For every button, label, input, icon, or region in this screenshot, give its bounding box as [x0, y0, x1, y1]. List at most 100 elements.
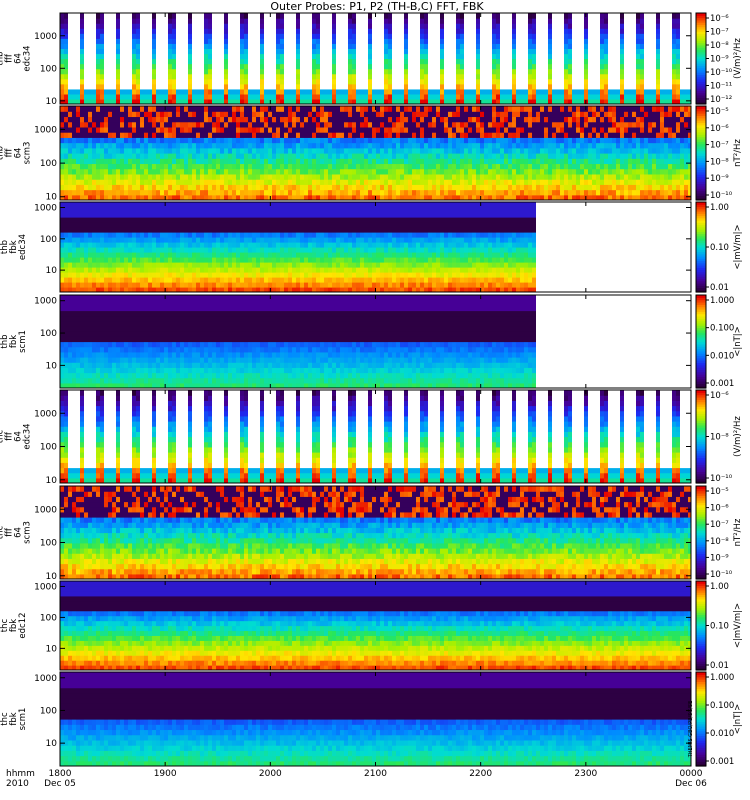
y-tick-label: 1000 — [34, 409, 57, 419]
panels: 101001000thbfff64edc3410⁻⁶10⁻⁷10⁻⁸10⁻⁹10… — [0, 12, 743, 767]
colorbar-unit-label: nT²/Hz — [733, 139, 743, 167]
colorbar-unit-label: <|nT|> — [733, 326, 743, 357]
colorbar: 1.000 0.100 0.010 0.001 <|nT|> — [695, 294, 743, 389]
watermark: THEMIS GBO/PB/SG/SE — [688, 701, 694, 759]
colorbar-tick-label: 10⁻⁷ — [710, 520, 729, 530]
colorbar-tick-label: 0.010 — [710, 351, 734, 361]
colorbar-tick-label: 10⁻¹⁰ — [710, 191, 733, 201]
y-tick-label: 100 — [40, 64, 57, 74]
y-label-line: thc — [0, 525, 6, 539]
y-tick-label: 100 — [40, 159, 57, 169]
y-tick-label: 1000 — [34, 505, 57, 515]
colorbar-tick-label: 10⁻⁷ — [710, 28, 729, 38]
y-tick-label: 1000 — [34, 582, 57, 592]
y-tick-label: 100 — [40, 539, 57, 549]
y-label-line: fbk — [9, 335, 19, 348]
colorbar-tick-label: 10⁻⁹ — [710, 174, 729, 184]
colorbar-tick-label: 10⁻⁶ — [710, 14, 729, 24]
y-label-line: fff — [5, 148, 15, 158]
y-label-line: fbk — [9, 240, 19, 253]
colorbar-tick-label: 0.100 — [710, 324, 734, 334]
spectrogram — [60, 202, 536, 292]
panel: 10 100 1000 thcfbkedc12 1.00 0.10 0.01 <|mV/m|> — [0, 580, 743, 671]
colorbar-tick-label: 10⁻⁷ — [710, 141, 729, 151]
y-axis-label: thcfff64edc34 — [0, 423, 33, 449]
panel: 10 100 1000 thbfbkedc34 1.00 0.10 0.01 <|mV/m|> — [0, 201, 743, 293]
x-tick-label: 2200 — [469, 769, 492, 779]
panel: 101001000thcfff64edc3410⁻⁶10⁻⁸10⁻¹⁰(V/m)… — [0, 389, 743, 486]
chart-title: Outer Probes: P1, P2 (TH-B,C) FFT, FBK — [270, 0, 484, 13]
colorbar-tick-label: 1.000 — [710, 673, 734, 683]
colorbar-unit-label: nT²/Hz — [733, 518, 743, 546]
colorbar-tick-label: 0.001 — [710, 757, 734, 767]
y-tick-label: 100 — [40, 329, 57, 339]
x-tick-label: 1900 — [154, 769, 177, 779]
y-label-line: scm3 — [23, 521, 33, 544]
y-label-line: thb — [0, 146, 6, 160]
colorbar: 10⁻⁶ 10⁻⁸ 10⁻¹⁰ (V/m)²/Hz — [695, 389, 743, 484]
x-tick-label: 2300 — [574, 769, 597, 779]
time-row-label: hhmm — [6, 769, 35, 779]
spectrogram — [60, 295, 536, 388]
spectrogram — [60, 106, 691, 200]
y-axis-label: thbfff64edc34 — [0, 45, 33, 71]
colorbar-unit-label: <|mV/m|> — [733, 603, 743, 648]
colorbar: 1.000 0.100 0.010 0.001 <|nT|> — [695, 671, 743, 767]
y-label-line: scm1 — [18, 708, 28, 731]
colorbar-unit-label: <|mV/m|> — [733, 224, 743, 269]
y-tick-label: 100 — [40, 706, 57, 716]
y-label-line: 64 — [14, 148, 24, 159]
y-axis-label: thbfff64scm3 — [0, 142, 33, 165]
colorbar-unit-label: (V/m)²/Hz — [733, 38, 743, 79]
spectrogram — [60, 13, 691, 104]
colorbar: 1.00 0.10 0.01 <|mV/m|> — [695, 201, 743, 293]
y-label-line: fbk — [9, 619, 19, 632]
y-tick-label: 10 — [46, 97, 58, 107]
y-tick-label: 1000 — [34, 32, 57, 42]
y-tick-label: 1000 — [34, 674, 57, 684]
colorbar-tick-label: 10⁻¹¹ — [710, 82, 732, 92]
colorbar-tick-label: 10⁻¹⁰ — [710, 68, 733, 78]
spectrogram — [60, 486, 691, 579]
y-tick-label: 100 — [40, 235, 57, 245]
colorbar-tick-label: 10⁻⁸ — [710, 537, 729, 547]
spectrogram — [60, 672, 691, 766]
y-axis-label: thbfbkedc34 — [0, 234, 28, 260]
x-tick-label: 2000 — [259, 769, 282, 779]
y-label-line: fff — [5, 527, 15, 537]
panel: 101001000thbfff64edc3410⁻⁶10⁻⁷10⁻⁸10⁻⁹10… — [0, 12, 743, 107]
colorbar: 10⁻⁶ 10⁻⁷ 10⁻⁸ 10⁻⁹ 10⁻¹⁰ 10⁻¹¹ 10⁻¹² (V/m)²/Hz — [695, 12, 743, 105]
colorbar-tick-label: 0.01 — [710, 661, 729, 671]
colorbar-tick-label: 0.001 — [710, 379, 734, 389]
y-label-line: edc12 — [18, 612, 28, 638]
y-tick-label: 10 — [46, 644, 58, 654]
spectrogram — [60, 581, 691, 670]
y-tick-label: 10 — [46, 572, 58, 582]
colorbar-tick-label: 10⁻¹⁰ — [710, 474, 733, 484]
y-label-line: edc34 — [23, 45, 33, 71]
y-tick-label: 1000 — [34, 297, 57, 307]
colorbar-tick-label: 10⁻⁵ — [710, 107, 729, 117]
panel: 10 100 1000 thbfbkscm1 1.000 0.100 0.010 0.001 <… — [0, 294, 743, 389]
colorbar-tick-label: 10⁻⁵ — [710, 487, 729, 497]
colorbar-tick-label: 1.00 — [710, 203, 729, 213]
y-tick-label: 100 — [40, 613, 57, 623]
colorbar-tick-label: 0.10 — [710, 622, 729, 632]
colorbar-tick-label: 1.00 — [710, 582, 729, 592]
colorbar-tick-label: 0.010 — [710, 729, 734, 739]
colorbar-tick-label: 10⁻⁸ — [710, 41, 729, 51]
colorbar-tick-label: 10⁻⁸ — [710, 433, 729, 443]
y-axis-label: thbfbkscm1 — [0, 330, 28, 353]
colorbar-tick-label: 0.100 — [710, 701, 734, 711]
colorbar-tick-label: 10⁻¹⁰ — [710, 570, 733, 580]
y-label-line: 64 — [14, 527, 24, 538]
x-tick-label: 1800 — [49, 769, 72, 779]
y-label-line: fbk — [9, 712, 19, 725]
colorbar-unit-label: (V/m)²/Hz — [733, 416, 743, 457]
y-tick-label: 10 — [46, 266, 58, 276]
colorbar-tick-label: 0.10 — [710, 243, 729, 253]
y-label-line: thb — [0, 240, 10, 254]
panel: 101001000thcfff64scm310⁻⁵10⁻⁶10⁻⁷10⁻⁸10⁻… — [0, 485, 743, 582]
